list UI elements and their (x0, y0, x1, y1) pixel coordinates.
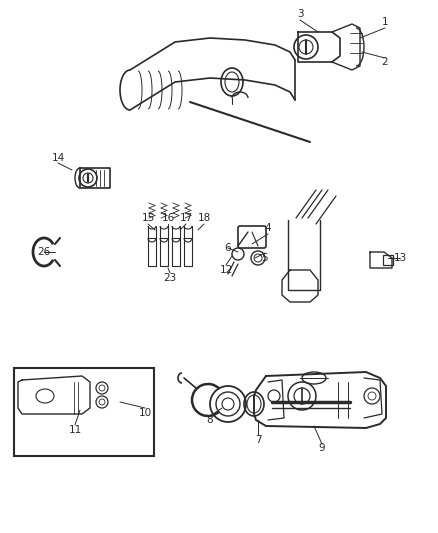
Text: 18: 18 (197, 213, 210, 223)
Text: 3: 3 (296, 9, 303, 19)
Text: 9: 9 (318, 443, 325, 453)
Text: 1: 1 (381, 17, 388, 27)
Text: 17: 17 (179, 213, 192, 223)
Text: 23: 23 (163, 273, 176, 283)
Text: 4: 4 (264, 223, 271, 233)
Text: 12: 12 (219, 265, 232, 275)
Text: 16: 16 (161, 213, 174, 223)
Text: 7: 7 (254, 435, 261, 445)
Bar (14, 368, 154, 456)
Text: 10: 10 (138, 408, 151, 418)
Text: 11: 11 (68, 425, 81, 435)
Text: 5: 5 (261, 253, 268, 263)
Text: 14: 14 (51, 153, 64, 163)
Bar (382, 255, 392, 265)
Text: 15: 15 (141, 213, 154, 223)
Text: 2: 2 (381, 57, 388, 67)
Text: 13: 13 (392, 253, 406, 263)
Text: 8: 8 (206, 415, 213, 425)
Text: 26: 26 (37, 247, 50, 257)
Text: 6: 6 (224, 243, 231, 253)
